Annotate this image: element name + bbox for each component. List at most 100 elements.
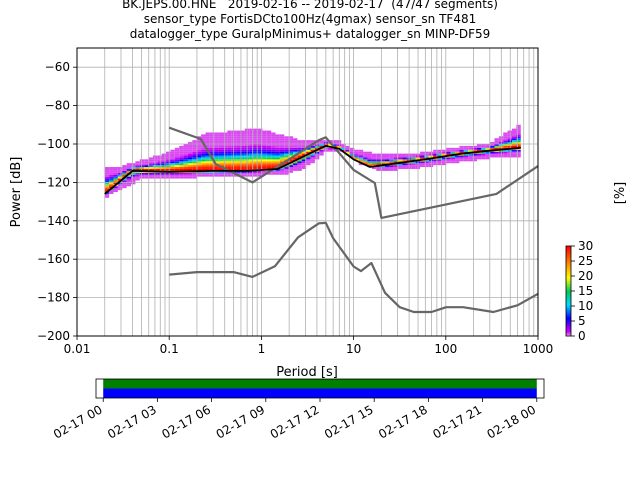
psd-histogram-cell: [341, 149, 346, 152]
psd-histogram-cell: [271, 147, 276, 150]
psd-histogram-cell: [104, 170, 110, 173]
psd-histogram-cell: [196, 159, 202, 162]
psd-histogram-cell: [201, 136, 206, 139]
psd-histogram-cell: [288, 168, 294, 171]
psd-histogram-cell: [446, 159, 451, 162]
psd-histogram-cell: [205, 163, 210, 166]
psd-histogram-cell: [455, 155, 460, 158]
psd-histogram-cell: [196, 140, 202, 143]
psd-histogram-cell: [126, 167, 132, 169]
psd-histogram-cell: [157, 174, 162, 177]
psd-histogram-cell: [301, 167, 307, 169]
psd-histogram-cell: [275, 149, 280, 152]
psd-histogram-cell: [209, 138, 215, 141]
psd-histogram-cell: [249, 174, 254, 177]
psd-histogram-cell: [249, 130, 254, 133]
psd-histogram-cell: [503, 145, 508, 148]
psd-histogram-cell: [319, 153, 324, 156]
psd-histogram-cell: [266, 163, 272, 166]
psd-histogram-cell: [402, 163, 407, 166]
psd-histogram-cell: [275, 168, 280, 171]
psd-histogram-cell: [258, 142, 263, 144]
psd-histogram-cell: [297, 145, 302, 148]
psd-histogram-cell: [109, 184, 114, 187]
psd-histogram-cell: [433, 161, 438, 164]
psd-histogram-cell: [218, 172, 223, 175]
psd-histogram-cell: [393, 168, 399, 171]
psd-histogram-cell: [161, 165, 167, 168]
psd-histogram-cell: [196, 153, 202, 156]
psd-histogram-cell: [253, 165, 259, 168]
colorbar-segment: [566, 246, 571, 248]
psd-histogram-cell: [271, 161, 276, 164]
psd-histogram-cell: [196, 157, 202, 160]
psd-histogram-cell: [240, 168, 245, 171]
psd-histogram-cell: [214, 174, 219, 177]
psd-histogram-cell: [196, 149, 202, 152]
psd-histogram-cell: [271, 172, 276, 175]
psd-histogram-cell: [494, 145, 499, 148]
psd-histogram-cell: [227, 165, 232, 168]
psd-histogram-cell: [262, 153, 267, 156]
psd-histogram-cell: [209, 161, 215, 164]
psd-histogram-cell: [503, 142, 508, 144]
psd-histogram-cell: [433, 163, 438, 166]
psd-histogram-cell: [253, 172, 259, 175]
psd-histogram-cell: [122, 180, 127, 183]
psd-histogram-cell: [135, 178, 140, 181]
psd-histogram-cell: [485, 153, 491, 156]
psd-histogram-cell: [472, 149, 477, 152]
psd-histogram-cell: [328, 149, 333, 152]
psd-histogram-cell: [284, 147, 289, 150]
psd-histogram-cell: [236, 168, 241, 171]
psd-histogram-cell: [301, 140, 307, 143]
psd-histogram-cell: [109, 172, 114, 175]
psd-histogram-cell: [516, 142, 521, 144]
psd-histogram-cell: [441, 151, 447, 154]
colorbar-segment: [566, 255, 571, 257]
y-axis-label: Power [dB]: [9, 157, 24, 228]
psd-histogram-cell: [258, 138, 263, 141]
colorbar-segment: [566, 333, 571, 335]
psd-histogram-cell: [166, 151, 171, 154]
colorbar-segment: [566, 252, 571, 254]
psd-histogram-cell: [139, 172, 145, 175]
colorbar-segment: [566, 258, 571, 260]
psd-histogram-cell: [266, 159, 272, 162]
psd-histogram-cell: [310, 145, 315, 148]
psd-histogram-cell: [288, 167, 294, 169]
psd-histogram-cell: [376, 168, 381, 171]
psd-histogram-cell: [183, 167, 188, 169]
psd-histogram-cell: [411, 167, 416, 169]
psd-histogram-cell: [253, 174, 259, 177]
psd-histogram-cell: [104, 180, 110, 183]
psd-histogram-cell: [135, 167, 140, 169]
psd-histogram-cell: [266, 153, 272, 156]
psd-histogram-cell: [455, 149, 460, 152]
psd-histogram-cell: [411, 165, 416, 168]
colorbar-segment: [566, 321, 571, 323]
psd-histogram-cell: [183, 174, 188, 177]
psd-histogram-cell: [183, 151, 188, 154]
psd-histogram-cell: [288, 163, 294, 166]
psd-histogram-cell: [275, 157, 280, 160]
psd-histogram-cell: [262, 149, 267, 152]
psd-histogram-cell: [507, 138, 512, 141]
psd-histogram-cell: [266, 147, 272, 150]
colorbar-segment: [566, 295, 571, 298]
psd-histogram-cell: [481, 145, 486, 148]
psd-histogram-cell: [117, 186, 123, 189]
psd-histogram-cell: [192, 140, 197, 143]
psd-histogram-cell: [218, 144, 223, 146]
psd-histogram-cell: [170, 176, 175, 179]
psd-histogram-cell: [104, 193, 110, 196]
psd-histogram-cell: [385, 168, 390, 171]
psd-histogram-cell: [253, 159, 259, 162]
psd-histogram-cell: [441, 159, 447, 162]
psd-histogram-cell: [271, 153, 276, 156]
psd-histogram-cell: [131, 165, 136, 168]
psd-histogram-cell: [503, 136, 508, 139]
psd-histogram-cell: [301, 142, 307, 144]
psd-histogram-cell: [450, 149, 456, 152]
colorbar-segment: [566, 270, 571, 272]
